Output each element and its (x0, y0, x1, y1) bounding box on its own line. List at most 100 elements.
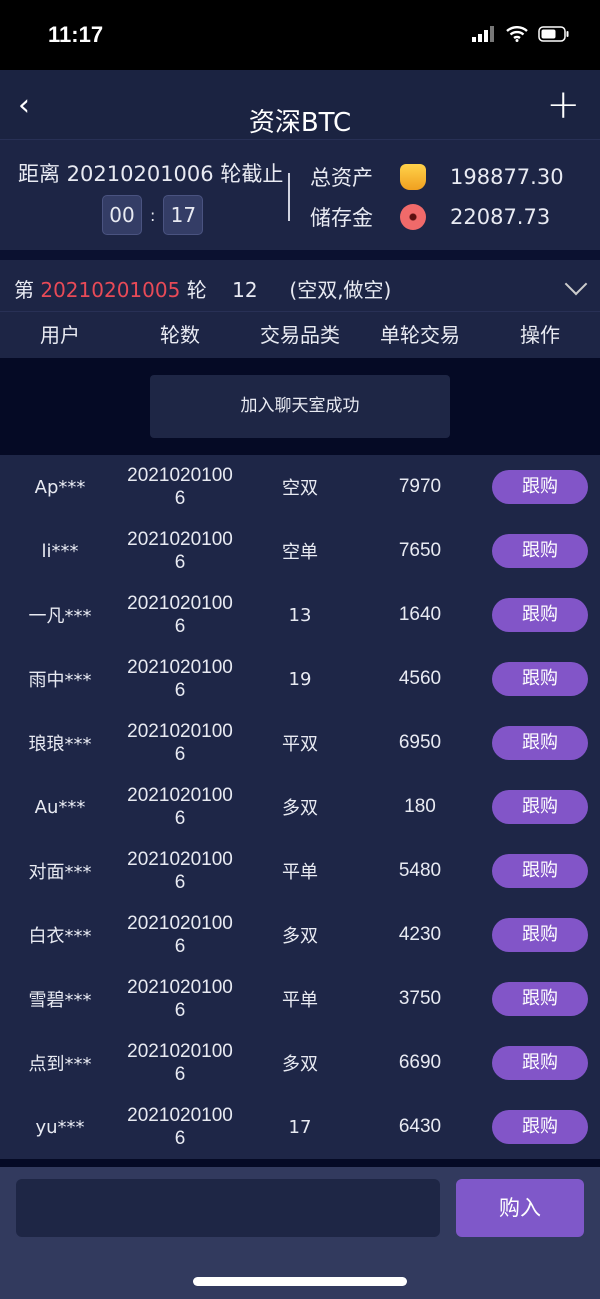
divider (288, 173, 290, 221)
cell-amount: 180 (404, 796, 436, 817)
table-row: Ap*** 20210201006 空双 7970 跟购 (0, 455, 600, 519)
table-row: 雨中*** 20210201006 19 4560 跟购 (0, 647, 600, 711)
follow-button[interactable]: 跟购 (492, 854, 588, 888)
follow-button[interactable]: 跟购 (492, 726, 588, 760)
table-row: Au*** 20210201006 多双 180 跟购 (0, 775, 600, 839)
cell-round: 20210201006 (127, 849, 233, 893)
cell-user: Ap*** (34, 476, 86, 498)
battery-icon (538, 26, 569, 42)
round-number: 20210201005 (40, 278, 181, 302)
follow-button[interactable]: 跟购 (492, 918, 588, 952)
cell-round: 20210201006 (127, 1041, 233, 1085)
total-assets-label: 总资产 (310, 166, 373, 190)
chevron-down-icon[interactable] (564, 272, 588, 296)
round-info-panel: 距离 20210201006 轮截止 00 : 17 总资产 198877.30… (0, 140, 600, 250)
follow-button[interactable]: 跟购 (492, 598, 588, 632)
total-assets-value: 198877.30 (450, 165, 564, 189)
cell-round-wrap: 20210201006 (120, 592, 240, 638)
cell-round: 20210201006 (127, 977, 233, 1021)
cell-type: 平双 (282, 734, 318, 755)
cell-round: 20210201006 (127, 529, 233, 573)
signal-icon (472, 26, 494, 42)
cell-round: 20210201006 (127, 785, 233, 829)
cell-round-wrap: 20210201006 (120, 720, 240, 766)
timer-separator: : (150, 205, 156, 225)
cell-user: 雪碧*** (28, 990, 92, 1011)
cell-amount: 7650 (398, 540, 442, 561)
status-bar: 11:17 (0, 0, 600, 70)
round-suffix: 轮 (186, 278, 207, 302)
divider (0, 250, 600, 260)
header-user: 用户 (40, 323, 80, 347)
follow-button[interactable]: 跟购 (492, 534, 588, 568)
cell-type: 17 (288, 1116, 312, 1138)
cell-type: 多双 (282, 1054, 318, 1075)
follow-button[interactable]: 跟购 (492, 1110, 588, 1144)
cell-round-wrap: 20210201006 (120, 656, 240, 702)
system-message: 加入聊天室成功 (150, 375, 450, 438)
deadline-text: 距离 20210201006 轮截止 (18, 162, 284, 186)
divider (0, 1159, 600, 1167)
cell-user: Au*** (34, 796, 86, 818)
header-round: 轮数 (160, 323, 200, 347)
cell-round: 20210201006 (127, 913, 233, 957)
cell-amount: 5480 (398, 860, 442, 881)
savings-label: 储存金 (310, 206, 373, 230)
wifi-icon (506, 26, 528, 42)
cell-user: 雨中*** (28, 670, 92, 691)
round-detail: (空双,做空) (289, 278, 392, 302)
home-indicator (193, 1277, 407, 1286)
last-round-result[interactable]: 第 20210201005 轮 12 (空双,做空) (0, 260, 600, 312)
cell-user: li*** (41, 540, 79, 562)
follow-button[interactable]: 跟购 (492, 1046, 588, 1080)
follow-button[interactable]: 跟购 (492, 982, 588, 1016)
cell-user: 琅琅*** (28, 734, 92, 755)
cell-round-wrap: 20210201006 (120, 464, 240, 510)
cell-amount: 1640 (398, 604, 442, 625)
cell-round: 20210201006 (127, 721, 233, 765)
amount-input[interactable] (16, 1179, 440, 1237)
timer-minutes: 00 (102, 195, 142, 235)
coin-icon (400, 204, 426, 230)
status-time: 11:17 (48, 22, 104, 47)
timer-seconds: 17 (163, 195, 204, 235)
buy-button[interactable]: 购入 (456, 1179, 584, 1237)
nav-bar: ‹ 资深BTC + (0, 70, 600, 140)
cell-amount: 4230 (398, 924, 442, 945)
cell-round-wrap: 20210201006 (120, 1104, 240, 1150)
bottom-bar: 购入 (0, 1167, 600, 1299)
table-row: 点到*** 20210201006 多双 6690 跟购 (0, 1031, 600, 1095)
cell-round-wrap: 20210201006 (120, 784, 240, 830)
header-amount: 单轮交易 (380, 323, 460, 347)
plus-icon[interactable]: + (546, 82, 580, 128)
follow-button[interactable]: 跟购 (492, 470, 588, 504)
header-type: 交易品类 (260, 323, 340, 347)
header-action: 操作 (520, 323, 560, 347)
savings: 储存金 22087.73 (310, 202, 550, 232)
cell-round-wrap: 20210201006 (120, 976, 240, 1022)
round-result: 12 (232, 278, 258, 302)
cell-amount: 7970 (398, 476, 442, 497)
table-row: 雪碧*** 20210201006 平单 3750 跟购 (0, 967, 600, 1031)
table-row: 一凡*** 20210201006 13 1640 跟购 (0, 583, 600, 647)
chat-area: 加入聊天室成功 (0, 358, 600, 455)
cell-round-wrap: 20210201006 (120, 912, 240, 958)
table-row: yu*** 20210201006 17 6430 跟购 (0, 1095, 600, 1159)
follow-button[interactable]: 跟购 (492, 790, 588, 824)
follow-button[interactable]: 跟购 (492, 662, 588, 696)
cell-user: yu*** (35, 1116, 85, 1138)
table-header: 用户 轮数 交易品类 单轮交易 操作 (0, 312, 600, 358)
cell-user: 白衣*** (28, 926, 92, 947)
cell-round: 20210201006 (127, 657, 233, 701)
table-row: 对面*** 20210201006 平单 5480 跟购 (0, 839, 600, 903)
cell-user: 对面*** (28, 862, 92, 883)
round-prefix: 第 (14, 278, 34, 302)
cell-type: 多双 (282, 798, 318, 819)
chevron-left-icon[interactable]: ‹ (18, 88, 30, 123)
cell-type: 空单 (282, 542, 318, 563)
cell-amount: 6430 (398, 1116, 442, 1137)
cell-type: 平单 (282, 862, 318, 883)
cell-round-wrap: 20210201006 (120, 848, 240, 894)
cell-user: 点到*** (28, 1054, 92, 1075)
cell-user: 一凡*** (28, 606, 92, 627)
